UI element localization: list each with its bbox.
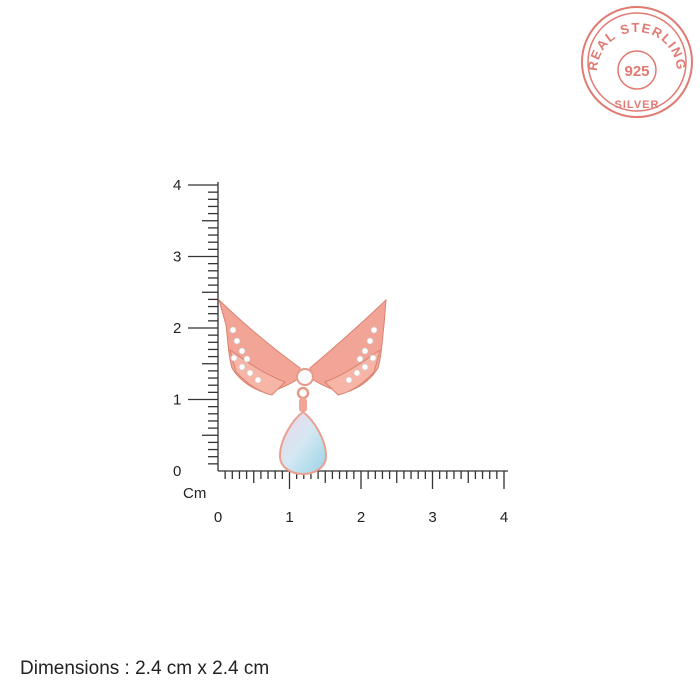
ruler — [188, 182, 508, 489]
crystal — [246, 369, 254, 377]
bail-ring — [296, 386, 310, 400]
crystal — [233, 337, 241, 345]
crystal — [230, 354, 238, 362]
angel-wing-pendant — [218, 298, 387, 476]
x-tick-label: 2 — [357, 509, 365, 526]
y-tick-label: 4 — [173, 177, 181, 194]
y-tick-label: 2 — [173, 320, 181, 337]
crystal — [229, 326, 237, 334]
y-tick-label: 0 — [173, 463, 181, 480]
y-tick-label: 3 — [173, 249, 181, 266]
center-crystal — [296, 368, 314, 386]
crystal-stones — [229, 326, 378, 384]
crystal — [369, 354, 377, 362]
y-tick-label: 1 — [173, 392, 181, 409]
left-wing — [218, 298, 301, 396]
unit-label: Cm — [183, 485, 206, 502]
crystal — [361, 347, 369, 355]
crystal — [238, 347, 246, 355]
crystal — [345, 376, 353, 384]
stamp-center-text: 925 — [624, 63, 649, 80]
crystal — [361, 363, 369, 371]
crystal — [243, 355, 251, 363]
sterling-silver-stamp: REAL STERLING 925 SILVER — [581, 6, 693, 118]
crystal — [370, 326, 378, 334]
dimensions-caption: Dimensions : 2.4 cm x 2.4 cm — [20, 658, 270, 679]
crystal — [356, 355, 364, 363]
x-tick-label: 1 — [285, 509, 293, 526]
crystal — [353, 369, 361, 377]
opal-teardrop-stone — [278, 410, 328, 476]
crystal — [366, 337, 374, 345]
x-tick-label: 4 — [500, 509, 508, 526]
x-tick-label: 3 — [428, 509, 436, 526]
crystal — [238, 363, 246, 371]
x-tick-label: 0 — [214, 509, 222, 526]
crystal — [254, 376, 262, 384]
bail — [299, 398, 307, 412]
stamp-bottom-text: SILVER — [615, 99, 660, 111]
